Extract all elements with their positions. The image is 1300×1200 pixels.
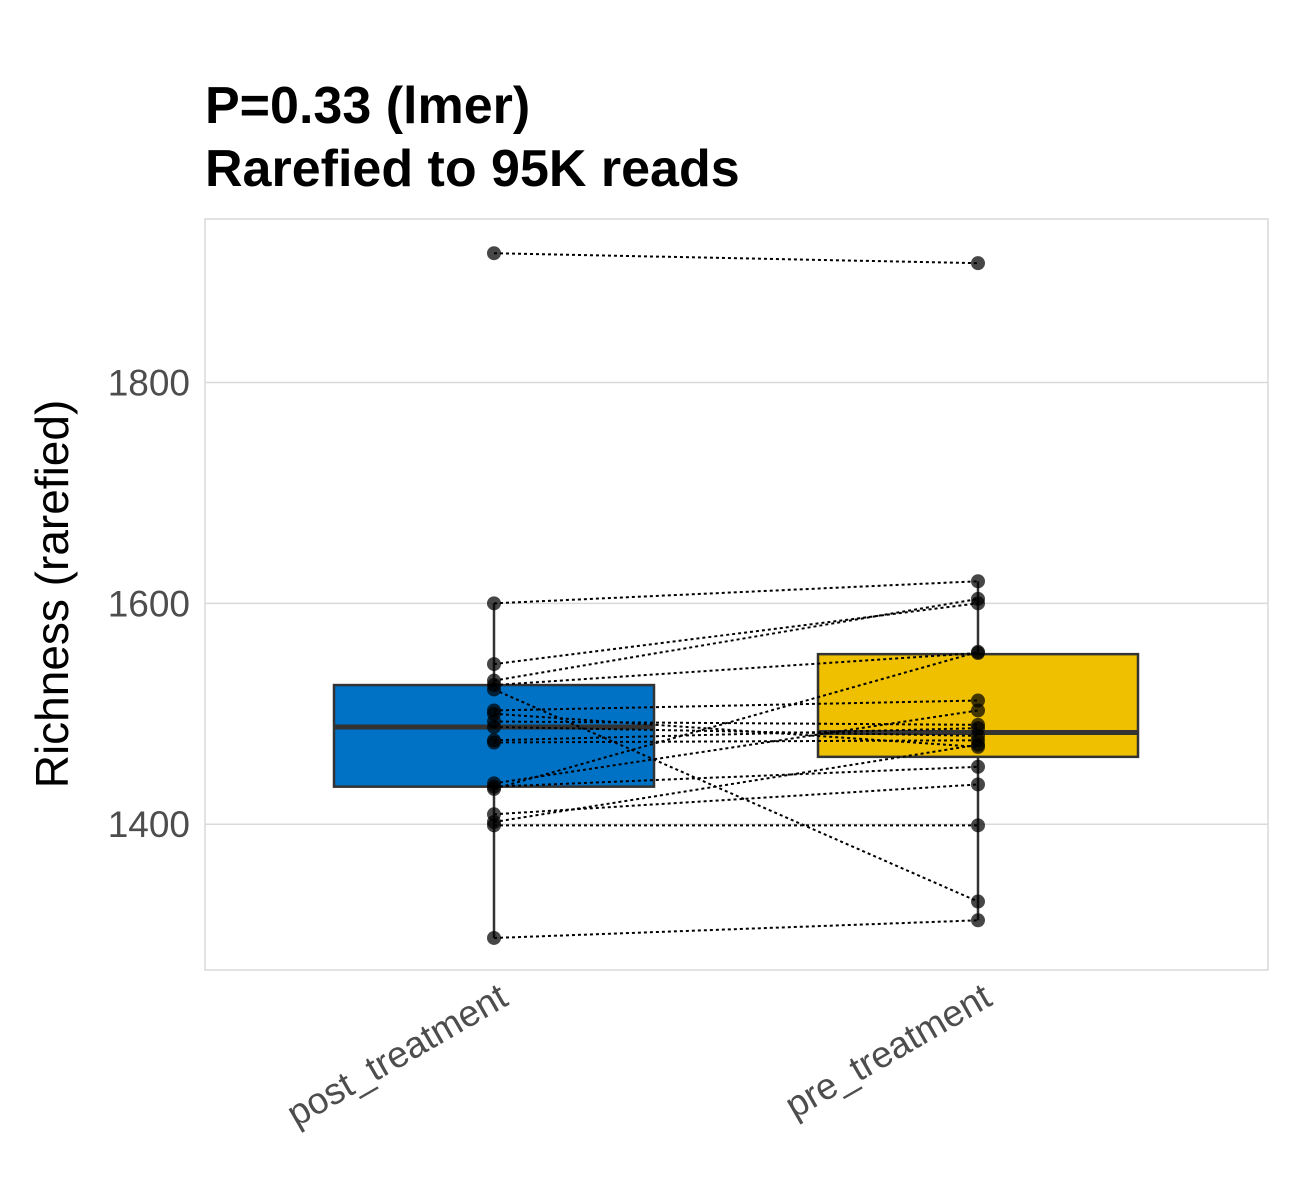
y-tick-label-1400: 1400 <box>108 804 190 845</box>
pair-line-0 <box>493 252 979 265</box>
point-pre-0 <box>971 256 985 271</box>
point-post-1 <box>487 596 501 611</box>
point-post-14 <box>487 781 501 796</box>
pair-line-5 <box>493 688 979 903</box>
x-tick-label-post_treatment: post_treatment <box>280 975 515 1134</box>
point-post-5 <box>487 682 501 697</box>
pair-line-16 <box>493 743 979 823</box>
point-pre-18 <box>971 913 985 928</box>
point-pre-10 <box>971 721 985 736</box>
point-pre-13 <box>971 759 985 774</box>
point-post-11 <box>487 735 501 750</box>
point-pre-14 <box>971 644 985 659</box>
point-pre-16 <box>971 737 985 752</box>
paired-lines <box>493 252 979 939</box>
point-post-18 <box>487 930 501 945</box>
data-points <box>487 246 985 945</box>
point-pre-1 <box>971 574 985 589</box>
point-pre-5 <box>971 894 985 909</box>
pair-line-11 <box>493 739 979 744</box>
point-post-2 <box>487 657 501 672</box>
pair-line-18 <box>493 919 979 939</box>
pair-line-1 <box>493 580 979 605</box>
grid-lines <box>205 381 1268 825</box>
pair-line-13 <box>493 765 979 788</box>
pair-line-3 <box>493 597 979 682</box>
x-tick-label-pre_treatment: pre_treatment <box>778 975 999 1126</box>
y-tick-label-1800: 1800 <box>108 362 190 403</box>
chart-title-line1: P=0.33 (lmer) <box>205 77 531 135</box>
point-pre-12 <box>971 703 985 718</box>
pair-line-8 <box>493 720 979 726</box>
point-post-9 <box>487 720 501 735</box>
y-axis-label: Richness (rarefied) <box>26 400 78 789</box>
pair-line-10 <box>493 727 979 742</box>
x-axis-ticks: post_treatment pre_treatment <box>280 975 999 1134</box>
point-pre-3 <box>971 591 985 606</box>
point-pre-17 <box>971 818 985 833</box>
pair-line-9 <box>493 726 979 737</box>
y-axis-ticks: 1400 1600 1800 <box>108 362 190 845</box>
point-pre-6 <box>971 693 985 708</box>
pair-line-15 <box>493 783 979 816</box>
y-tick-label-1600: 1600 <box>108 583 190 624</box>
pair-line-6 <box>493 699 979 712</box>
point-pre-15 <box>971 777 985 792</box>
boxes <box>332 581 1140 938</box>
chart-title-line2: Rarefied to 95K reads <box>205 140 740 198</box>
pair-line-4 <box>493 652 979 687</box>
point-post-17 <box>487 818 501 833</box>
plot-panel-border <box>204 218 1269 971</box>
point-post-0 <box>487 246 501 261</box>
